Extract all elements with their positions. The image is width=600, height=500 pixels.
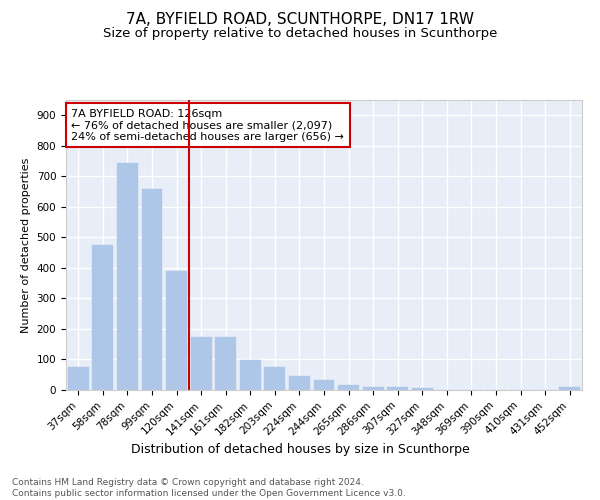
Bar xyxy=(559,387,580,390)
Bar xyxy=(191,337,212,390)
Bar xyxy=(387,387,408,390)
Bar xyxy=(362,386,383,390)
Bar xyxy=(240,360,261,390)
Text: 7A, BYFIELD ROAD, SCUNTHORPE, DN17 1RW: 7A, BYFIELD ROAD, SCUNTHORPE, DN17 1RW xyxy=(126,12,474,28)
Bar xyxy=(92,245,113,390)
Bar xyxy=(265,367,286,390)
Text: 7A BYFIELD ROAD: 126sqm
← 76% of detached houses are smaller (2,097)
24% of semi: 7A BYFIELD ROAD: 126sqm ← 76% of detache… xyxy=(71,108,344,142)
Bar xyxy=(117,164,138,390)
Bar xyxy=(289,376,310,390)
Bar xyxy=(314,380,334,390)
Bar xyxy=(215,337,236,390)
Bar xyxy=(68,367,89,390)
Bar xyxy=(338,385,359,390)
Y-axis label: Number of detached properties: Number of detached properties xyxy=(21,158,31,332)
Text: Size of property relative to detached houses in Scunthorpe: Size of property relative to detached ho… xyxy=(103,28,497,40)
Text: Distribution of detached houses by size in Scunthorpe: Distribution of detached houses by size … xyxy=(131,442,469,456)
Text: Contains HM Land Registry data © Crown copyright and database right 2024.
Contai: Contains HM Land Registry data © Crown c… xyxy=(12,478,406,498)
Bar xyxy=(166,271,187,390)
Bar xyxy=(142,190,163,390)
Bar xyxy=(412,388,433,390)
